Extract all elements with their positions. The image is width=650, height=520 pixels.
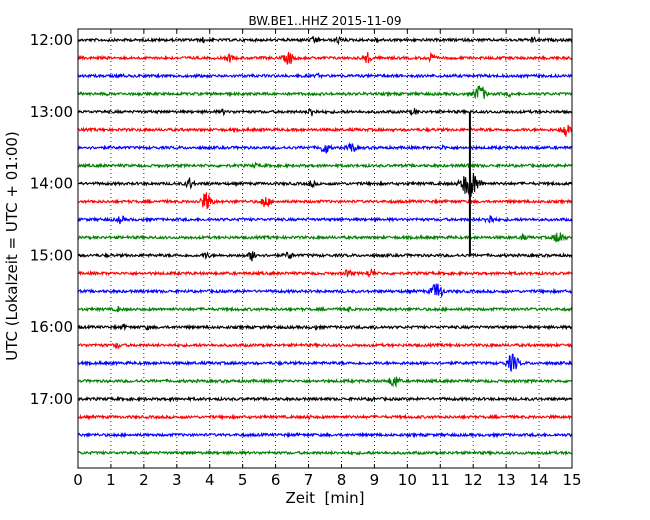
trace-1700 [77, 395, 573, 403]
trace-1500 [77, 251, 573, 262]
trace-1530 [77, 283, 573, 298]
trace-1230 [77, 72, 573, 80]
chart-title: BW.BE1..HHZ 2015-11-09 [248, 14, 401, 28]
x-tick-label: 3 [172, 471, 182, 489]
trace-1400 [77, 171, 573, 198]
trace-1200 [77, 35, 573, 46]
x-tick-label: 0 [73, 471, 83, 489]
x-axis-label: Zeit [min] [285, 489, 364, 507]
x-tick-label: 6 [271, 471, 281, 489]
trace-1730 [77, 431, 573, 439]
trace-1445 [77, 232, 573, 243]
x-tick-label: 15 [562, 471, 581, 489]
trace-1745 [77, 449, 572, 457]
x-tick-label: 9 [370, 471, 380, 489]
axes: 0 1 2 3 4 5 6 7 8 9 10 11 12 13 14 1512:0013:0014:0015:… [30, 29, 582, 489]
trace-1645 [77, 376, 573, 388]
trace-1345 [77, 161, 573, 170]
trace-1415 [77, 192, 573, 210]
trace-1715 [77, 413, 573, 421]
y-tick-label: 16:00 [30, 318, 73, 336]
y-tick-label: 14:00 [30, 175, 73, 193]
x-tick-label: 5 [238, 471, 248, 489]
trace-1615 [77, 341, 573, 349]
trace-1215 [77, 51, 573, 65]
trace-1245 [77, 85, 573, 100]
trace-1515 [77, 268, 573, 279]
y-tick-label: 17:00 [30, 390, 73, 408]
trace-1600 [77, 323, 573, 332]
x-tick-label: 10 [398, 471, 417, 489]
trace-1300 [77, 108, 573, 117]
x-tick-label: 12 [464, 471, 483, 489]
trace-1545 [77, 305, 573, 313]
y-tick-label: 12:00 [30, 31, 73, 49]
trace-1330 [77, 141, 573, 154]
trace-lines [77, 35, 573, 457]
trace-1630 [77, 353, 573, 372]
x-tick-label: 8 [337, 471, 347, 489]
trace-1315 [77, 124, 573, 137]
x-tick-label: 2 [139, 471, 149, 489]
x-tick-label: 14 [530, 471, 549, 489]
x-tick-label: 1 [106, 471, 116, 489]
y-axis-label: UTC (Lokalzeit = UTC + 01:00) [3, 131, 21, 361]
x-tick-label: 11 [431, 471, 450, 489]
plot-frame [77, 28, 573, 469]
y-tick-label: 15:00 [30, 246, 73, 264]
y-tick-label: 13:00 [30, 103, 73, 121]
x-tick-label: 4 [205, 471, 215, 489]
x-tick-label: 7 [304, 471, 314, 489]
trace-1430 [77, 215, 573, 225]
x-tick-label: 13 [497, 471, 516, 489]
